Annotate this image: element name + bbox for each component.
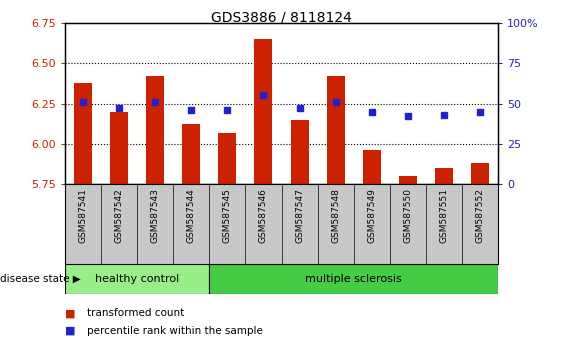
Bar (471, 163, 489, 184)
Text: GDS3886 / 8118124: GDS3886 / 8118124 (211, 11, 352, 25)
Bar (74, 82, 92, 184)
Text: disease state ▶: disease state ▶ (0, 274, 81, 284)
Bar (218, 132, 236, 184)
Text: healthy control: healthy control (95, 274, 179, 284)
Text: GSM587547: GSM587547 (295, 188, 304, 243)
Bar (182, 125, 200, 184)
Text: GSM587549: GSM587549 (367, 188, 376, 243)
Text: GSM587542: GSM587542 (114, 188, 123, 243)
Text: ■: ■ (65, 308, 75, 318)
Text: GSM587546: GSM587546 (259, 188, 268, 243)
Bar (327, 76, 345, 184)
Text: GSM587544: GSM587544 (187, 188, 196, 243)
Bar (209, 264, 498, 294)
Text: transformed count: transformed count (87, 308, 185, 318)
Text: ■: ■ (65, 326, 75, 336)
Text: GSM587543: GSM587543 (150, 188, 159, 243)
Bar (146, 76, 164, 184)
Text: GSM587550: GSM587550 (404, 188, 413, 243)
Bar (65, 264, 209, 294)
Bar (291, 120, 309, 184)
Text: GSM587545: GSM587545 (223, 188, 232, 243)
Text: multiple sclerosis: multiple sclerosis (305, 274, 402, 284)
Text: GSM587552: GSM587552 (476, 188, 485, 243)
Text: percentile rank within the sample: percentile rank within the sample (87, 326, 263, 336)
Text: GSM587541: GSM587541 (78, 188, 87, 243)
Text: GSM587551: GSM587551 (440, 188, 449, 243)
Bar (363, 150, 381, 184)
Bar (254, 39, 272, 184)
Bar (435, 168, 453, 184)
Bar (399, 176, 417, 184)
Text: GSM587548: GSM587548 (331, 188, 340, 243)
Bar (110, 112, 128, 184)
